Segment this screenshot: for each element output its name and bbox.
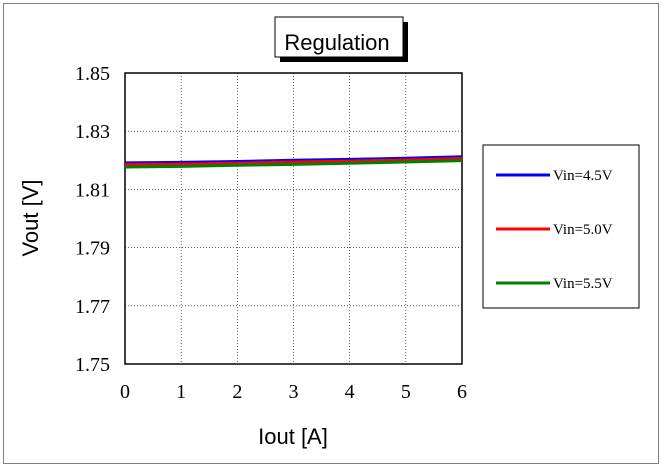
y-tick-labels: 1.75 1.77 1.79 1.81 1.83 1.85 (75, 63, 110, 376)
legend-label: Vin=5.5V (553, 276, 613, 292)
x-axis-label: Iout [A] (258, 424, 328, 449)
x-tick-label: 6 (457, 381, 467, 403)
series-lines (124, 155, 463, 169)
y-axis-label: Vout [V] (18, 179, 43, 256)
y-tick-label: 1.77 (75, 296, 110, 318)
title-box (274, 16, 404, 58)
series-line (124, 155, 463, 165)
legend: Vin=4.5V Vin=5.0V Vin=5.5V (496, 168, 613, 292)
series-line (124, 159, 463, 169)
legend-label: Vin=5.0V (553, 222, 613, 238)
y-tick-label: 1.81 (75, 179, 110, 201)
chart-title: Regulation (284, 30, 389, 55)
x-tick-label: 0 (120, 381, 130, 403)
x-tick-label: 2 (232, 381, 242, 403)
x-tick-label: 4 (345, 381, 355, 403)
legend-box (482, 144, 640, 309)
y-tick-label: 1.79 (75, 238, 110, 260)
x-tick-label: 5 (401, 381, 411, 403)
plot-area (124, 72, 463, 365)
x-tick-label: 1 (176, 381, 186, 403)
y-tick-label: 1.83 (75, 121, 110, 143)
x-tick-label: 3 (289, 381, 299, 403)
x-tick-labels: 0 1 2 3 4 5 6 (120, 381, 467, 403)
series-line (124, 157, 463, 167)
legend-label: Vin=4.5V (553, 168, 613, 184)
y-tick-label: 1.75 (75, 354, 110, 376)
grid-lines (125, 73, 462, 364)
y-tick-label: 1.85 (75, 63, 110, 85)
